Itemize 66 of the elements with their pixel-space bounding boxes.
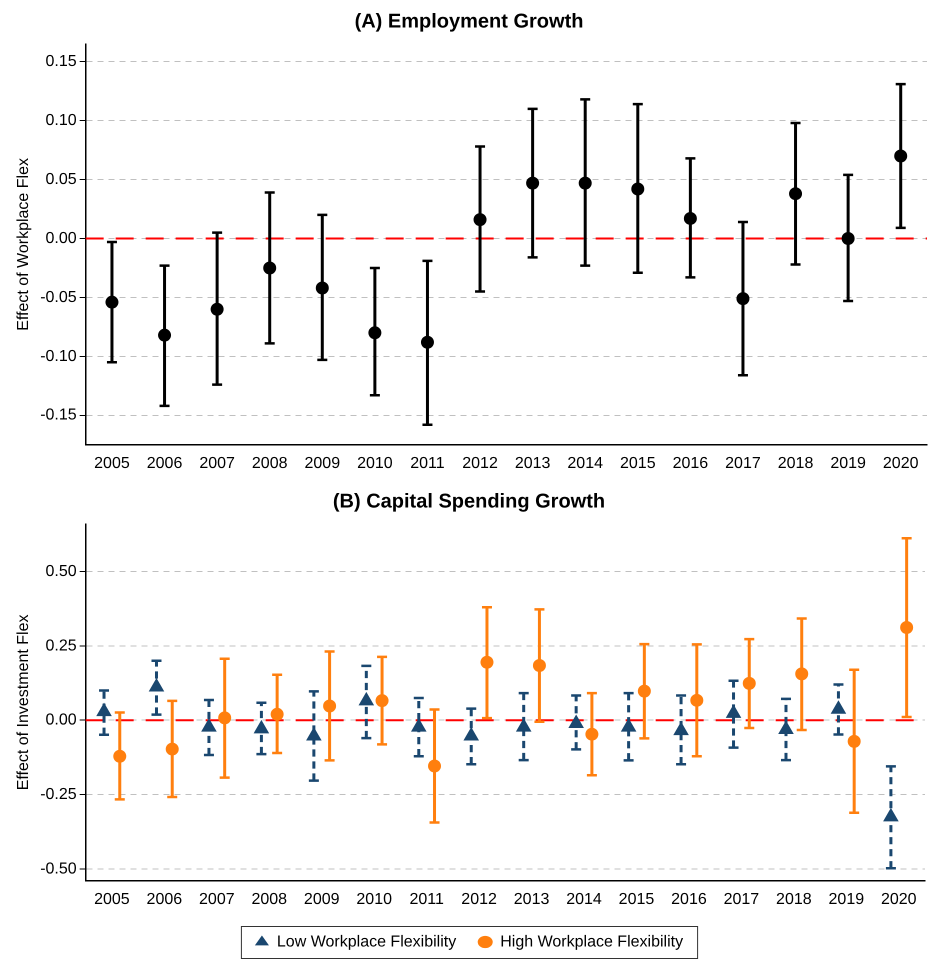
- x-tick-label: 2011: [410, 454, 445, 472]
- y-tick-label: 0.10: [46, 112, 77, 130]
- point: [474, 213, 487, 226]
- y-axis-title: Effect of Workplace Flex: [15, 158, 32, 331]
- legend-label: High Workplace Flexibility: [500, 933, 684, 950]
- legend-label: Low Workplace Flexibility: [276, 933, 456, 950]
- x-tick-label: 2008: [252, 454, 288, 472]
- x-tick-label: 2016: [672, 454, 708, 472]
- x-tick-label: 2019: [830, 454, 866, 472]
- y-tick-label: 0.00: [46, 712, 77, 729]
- point: [158, 328, 172, 342]
- x-tick-label: 2007: [199, 454, 236, 472]
- point: [526, 176, 540, 190]
- y-tick-label: -0.25: [40, 786, 77, 803]
- x-tick-label: 2019: [828, 890, 864, 908]
- y-tick-label: -0.10: [40, 348, 77, 365]
- x-tick-label: 2010: [357, 454, 393, 472]
- x-tick-label: 2010: [356, 890, 392, 908]
- x-tick-label: 2008: [251, 890, 288, 908]
- y-tick-label: -0.50: [40, 860, 77, 878]
- x-tick-label: 2005: [94, 454, 130, 472]
- x-tick-label: 2009: [304, 454, 340, 472]
- x-tick-label: 2005: [94, 890, 130, 908]
- point: [684, 212, 697, 225]
- point: [578, 176, 592, 190]
- x-tick-label: 2015: [620, 454, 656, 472]
- x-tick-label: 2015: [618, 890, 654, 908]
- x-tick-label: 2020: [880, 890, 917, 908]
- x-tick-label: 2012: [461, 890, 498, 908]
- point: [420, 336, 434, 349]
- point: [316, 282, 329, 295]
- x-tick-label: 2014: [567, 454, 604, 472]
- y-tick-label: -0.15: [40, 406, 77, 424]
- y-axis-title: Effect of Investment Flex: [15, 614, 32, 790]
- y-tick-label: 0.00: [46, 230, 77, 247]
- y-tick-label: -0.05: [40, 288, 77, 306]
- y-tick-label: 0.50: [46, 562, 77, 580]
- x-tick-label: 2017: [724, 890, 760, 908]
- point: [789, 187, 802, 200]
- x-tick-label: 2006: [146, 890, 182, 908]
- y-tick-label: 0.15: [46, 53, 77, 70]
- x-tick-label: 2013: [514, 890, 550, 908]
- point: [210, 302, 224, 316]
- y-tick-label: 0.05: [46, 170, 77, 188]
- x-tick-label: 2007: [199, 890, 235, 908]
- point: [368, 326, 382, 340]
- x-tick-label: 2006: [146, 454, 182, 472]
- point: [894, 149, 908, 162]
- point: [736, 292, 750, 306]
- x-tick-label: 2016: [671, 890, 707, 908]
- x-tick-label: 2011: [409, 890, 444, 908]
- x-tick-label: 2013: [514, 454, 551, 472]
- x-tick-label: 2018: [778, 454, 814, 472]
- chart-title: (B) Capital Spending Growth: [332, 490, 606, 513]
- point: [631, 182, 644, 196]
- chart-title: (A) Employment Growth: [354, 10, 584, 33]
- x-tick-label: 2009: [304, 890, 340, 908]
- x-tick-label: 2014: [566, 890, 602, 908]
- point: [105, 296, 118, 309]
- x-tick-label: 2018: [776, 890, 812, 908]
- point: [842, 232, 855, 246]
- y-tick-label: 0.25: [46, 637, 77, 654]
- point: [263, 261, 276, 274]
- x-tick-label: 2012: [462, 454, 498, 472]
- x-tick-label: 2017: [725, 454, 761, 472]
- x-tick-label: 2020: [882, 454, 919, 472]
